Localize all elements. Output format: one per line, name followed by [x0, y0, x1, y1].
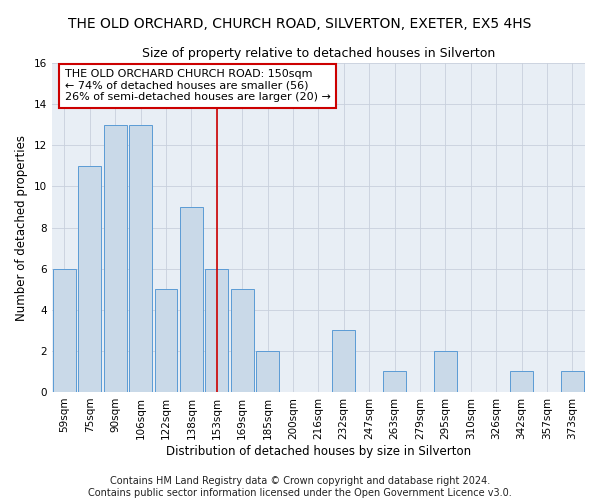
Bar — [332, 330, 355, 392]
Bar — [231, 289, 254, 392]
Bar — [383, 372, 406, 392]
Bar — [205, 268, 228, 392]
Text: THE OLD ORCHARD, CHURCH ROAD, SILVERTON, EXETER, EX5 4HS: THE OLD ORCHARD, CHURCH ROAD, SILVERTON,… — [68, 18, 532, 32]
Title: Size of property relative to detached houses in Silverton: Size of property relative to detached ho… — [142, 48, 495, 60]
Bar — [256, 351, 279, 392]
Bar — [53, 268, 76, 392]
Bar — [104, 124, 127, 392]
Text: Contains HM Land Registry data © Crown copyright and database right 2024.
Contai: Contains HM Land Registry data © Crown c… — [88, 476, 512, 498]
Bar — [561, 372, 584, 392]
Bar — [510, 372, 533, 392]
Bar — [155, 289, 178, 392]
Bar — [434, 351, 457, 392]
Y-axis label: Number of detached properties: Number of detached properties — [15, 134, 28, 320]
Text: THE OLD ORCHARD CHURCH ROAD: 150sqm
← 74% of detached houses are smaller (56)
26: THE OLD ORCHARD CHURCH ROAD: 150sqm ← 74… — [65, 69, 331, 102]
X-axis label: Distribution of detached houses by size in Silverton: Distribution of detached houses by size … — [166, 444, 471, 458]
Bar — [79, 166, 101, 392]
Bar — [129, 124, 152, 392]
Bar — [180, 207, 203, 392]
